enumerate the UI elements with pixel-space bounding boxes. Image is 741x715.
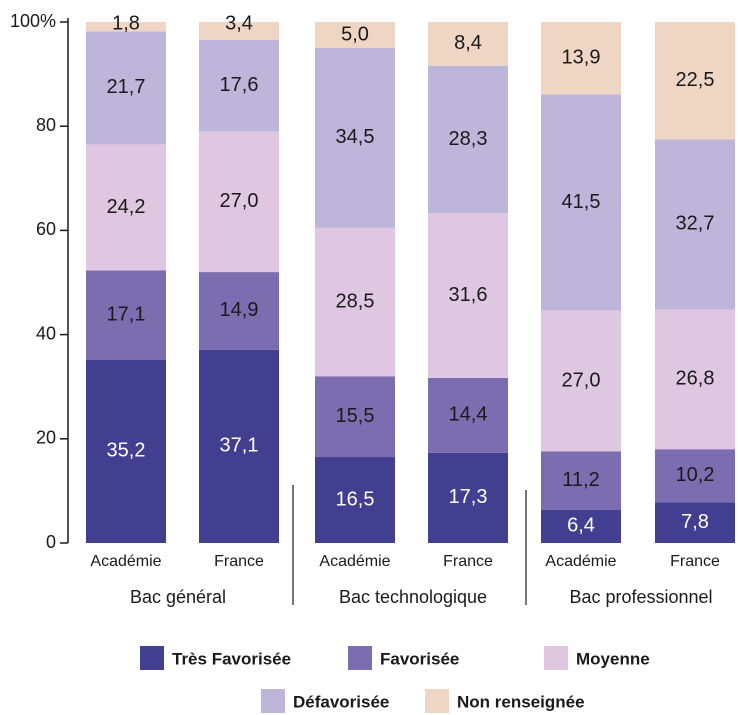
legend-swatch-moyenne [544,646,568,670]
x-tick-label: Académie [90,553,161,570]
bar-segment-très-favorisée-4 [541,509,621,543]
x-tick-label: Académie [545,553,616,570]
y-tick-label: 60 [36,219,56,239]
value-label: 24,2 [107,196,146,218]
value-label: 28,5 [336,290,375,312]
value-label: 26,8 [676,368,715,390]
bar-segment-favorisée-2 [315,376,395,458]
group-label: Bac technologique [339,587,487,607]
bar-segment-favorisée-5 [655,449,735,503]
value-label: 21,7 [107,76,146,98]
bar-segment-moyenne-4 [541,310,621,452]
bar-segment-non-renseignée-4 [541,22,621,95]
x-axis-categories: Académie France Académie France Académie Fran… [90,485,720,607]
value-label: 5,0 [341,23,369,45]
value-label: 14,4 [449,404,488,426]
value-label: 31,6 [449,284,488,306]
value-label: 11,2 [562,469,599,491]
value-label: 17,6 [220,74,259,96]
bar-segment-non-renseignée-3 [428,22,508,66]
legend-label-favorisée: Favorisée [380,649,459,668]
bar-segment-non-renseignée-1 [199,22,279,40]
legend-swatch-défavorisée [261,689,285,713]
value-label: 35,2 [107,440,146,462]
x-tick-label: France [214,553,264,570]
bar-segment-moyenne-1 [199,131,279,273]
bar-segment-favorisée-3 [428,377,508,453]
bar-segment-très-favorisée-1 [199,349,279,543]
value-label: 34,5 [336,126,375,148]
value-label: 17,3 [449,486,488,508]
x-tick-label: Académie [319,553,390,570]
value-labels-layer: 35,2 17,1 24,2 21,7 1,8 37,1 14,9 27,0 17,6 3,4 16… [107,12,715,536]
bar-segment-non-renseignée-0 [86,22,166,32]
value-label: 16,5 [336,488,375,510]
bar-segment-défavorisée-5 [655,139,735,310]
value-label: 32,7 [676,213,715,235]
y-axis: 0 20 40 60 80 100% [10,11,69,552]
bar-segment-moyenne-5 [655,309,735,450]
bar-segment-favorisée-0 [86,270,166,360]
bar-segment-favorisée-1 [199,272,279,350]
value-label: 22,5 [676,69,715,91]
value-label: 41,5 [562,191,601,213]
y-tick-label: 40 [36,323,56,343]
value-label: 3,4 [225,12,253,34]
y-tick-label: 80 [36,115,56,135]
value-label: 6,4 [567,515,595,537]
value-label: 17,1 [107,303,146,325]
bar-segment-moyenne-0 [86,144,166,271]
bar-segment-défavorisée-2 [315,48,395,228]
legend-label-défavorisée: Défavorisée [293,692,389,711]
value-label: 37,1 [220,435,259,457]
value-label: 28,3 [449,128,488,150]
legend-swatch-favorisée [348,646,372,670]
group-label: Bac général [130,587,226,607]
bar-segment-très-favorisée-0 [86,359,166,543]
value-label: 15,5 [336,405,375,427]
value-label: 13,9 [562,46,601,68]
bar-segment-favorisée-4 [541,451,621,510]
x-tick-label: France [443,553,493,570]
y-tick-label: 20 [36,428,56,448]
y-tick-label: 0 [46,532,56,552]
bar-segment-défavorisée-3 [428,65,508,214]
legend: Très Favorisée Favorisée Moyenne Défavorisé… [140,646,650,713]
x-tick-label: France [670,553,720,570]
group-label: Bac professionnel [569,587,712,607]
bar-segment-moyenne-2 [315,227,395,377]
value-label: 27,0 [562,369,601,391]
bar-segment-très-favorisée-2 [315,457,395,543]
legend-label-très-favorisée: Très Favorisée [172,649,291,668]
legend-label-non-renseignée: Non renseignée [457,692,585,711]
bar-segment-très-favorisée-5 [655,502,735,543]
bar-segment-non-renseignée-2 [315,22,395,49]
y-tick-label: 100% [10,11,56,31]
value-label: 1,8 [112,12,140,34]
bar-segment-défavorisée-4 [541,94,621,311]
legend-swatch-très-favorisée [140,646,164,670]
legend-label-moyenne: Moyenne [576,649,650,668]
bar-segment-très-favorisée-3 [428,452,508,543]
value-label: 10,2 [676,464,715,486]
value-label: 8,4 [454,32,482,54]
bar-segment-défavorisée-0 [86,31,166,145]
bar-segment-moyenne-3 [428,213,508,378]
value-label: 7,8 [681,511,709,533]
bars-layer [86,22,735,543]
bar-segment-non-renseignée-5 [655,22,735,140]
value-label: 27,0 [220,190,259,212]
value-label: 14,9 [220,299,259,321]
bar-segment-défavorisée-1 [199,39,279,132]
legend-swatch-non-renseignée [425,689,449,713]
